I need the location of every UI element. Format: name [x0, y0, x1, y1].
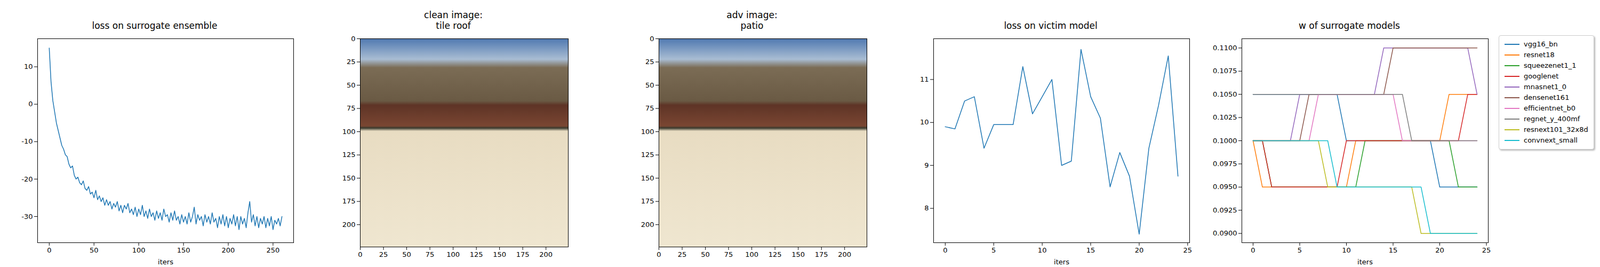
svg-text:75: 75 [346, 104, 356, 112]
svg-text:iters: iters [1053, 257, 1070, 266]
svg-text:-30: -30 [21, 212, 33, 221]
svg-text:150: 150 [177, 245, 191, 254]
svg-text:50: 50 [89, 245, 99, 254]
svg-text:25: 25 [645, 57, 655, 66]
svg-text:10: 10 [920, 117, 930, 126]
svg-text:175: 175 [516, 250, 530, 259]
html-text:efficientnet_b0: efficientnet_b0 [1523, 104, 1576, 112]
html-text:adv image: patio: adv image: patio [726, 9, 778, 31]
svg-text:0: 0 [656, 250, 661, 259]
svg-text:200: 200 [641, 220, 655, 229]
html-text:mnasnet1_0: mnasnet1_0 [1523, 82, 1567, 91]
svg-text:0: 0 [350, 34, 356, 43]
svg-text:175: 175 [814, 250, 829, 259]
svg-text:150: 150 [641, 173, 655, 182]
svg-text:150: 150 [791, 250, 805, 259]
svg-text:0: 0 [942, 245, 948, 254]
html-text:squeezenet1_1: squeezenet1_1 [1523, 61, 1577, 70]
svg-text:125: 125 [469, 250, 484, 259]
svg-text:0: 0 [1250, 245, 1255, 254]
svg-text:100: 100 [342, 127, 356, 136]
svg-text:0.1025: 0.1025 [1212, 113, 1238, 122]
svg-text:0.0975: 0.0975 [1212, 159, 1238, 168]
html-text:regnet_y_400mf: regnet_y_400mf [1523, 114, 1580, 123]
svg-text:iters: iters [1357, 257, 1373, 266]
html-text:loss on surrogate ensemble: loss on surrogate ensemble [92, 20, 218, 31]
html-text:resnext101_32x8d: resnext101_32x8d [1523, 125, 1589, 134]
svg-text:250: 250 [266, 245, 280, 254]
svg-text:10: 10 [1037, 245, 1047, 254]
svg-text:15: 15 [1388, 245, 1398, 254]
svg-text:50: 50 [645, 81, 655, 90]
svg-text:200: 200 [221, 245, 236, 254]
svg-text:0: 0 [357, 250, 363, 259]
svg-text:0: 0 [649, 34, 654, 43]
svg-text:0.0925: 0.0925 [1212, 205, 1238, 214]
svg-text:25: 25 [677, 250, 687, 259]
svg-text:0.1000: 0.1000 [1212, 136, 1238, 145]
svg-text:100: 100 [446, 250, 460, 259]
html-text:googlenet: googlenet [1523, 72, 1559, 80]
svg-text:100: 100 [745, 250, 759, 259]
html-text:loss on victim model: loss on victim model [1003, 20, 1098, 31]
svg-text:8: 8 [924, 203, 929, 212]
svg-text:9: 9 [924, 161, 929, 170]
svg-text:50: 50 [700, 250, 710, 259]
svg-text:0.1050: 0.1050 [1212, 90, 1238, 99]
svg-text:20: 20 [1435, 245, 1445, 254]
svg-text:0: 0 [46, 245, 52, 254]
svg-text:0.1100: 0.1100 [1212, 43, 1238, 52]
svg-text:150: 150 [492, 250, 507, 259]
html-text:clean image: tile roof: clean image: tile roof [424, 9, 483, 31]
svg-text:iters: iters [157, 257, 174, 266]
svg-text:15: 15 [1086, 245, 1096, 254]
svg-text:-20: -20 [21, 174, 33, 183]
svg-text:50: 50 [346, 81, 356, 90]
html-text:convnext_small: convnext_small [1523, 136, 1578, 144]
svg-text:0.1075: 0.1075 [1212, 66, 1238, 75]
svg-text:125: 125 [768, 250, 782, 259]
svg-text:100: 100 [641, 127, 655, 136]
svg-text:10: 10 [24, 62, 34, 71]
svg-text:200: 200 [539, 250, 553, 259]
svg-text:-10: -10 [21, 137, 33, 146]
svg-text:25: 25 [379, 250, 389, 259]
svg-text:5: 5 [1297, 245, 1302, 254]
svg-text:75: 75 [425, 250, 435, 259]
html-text:densenet161: densenet161 [1523, 93, 1570, 102]
svg-text:75: 75 [724, 250, 734, 259]
svg-text:125: 125 [641, 150, 655, 159]
svg-text:25: 25 [346, 57, 356, 66]
svg-text:0.0950: 0.0950 [1212, 182, 1238, 191]
html-text:vgg16_bn: vgg16_bn [1523, 40, 1558, 48]
svg-text:5: 5 [991, 245, 996, 254]
svg-text:200: 200 [837, 250, 852, 259]
svg-text:0: 0 [28, 99, 33, 108]
svg-text:20: 20 [1134, 245, 1144, 254]
html-text:resnet18: resnet18 [1523, 50, 1555, 59]
svg-text:25: 25 [1482, 245, 1492, 254]
svg-text:150: 150 [342, 173, 356, 182]
html-text:w of surrogate models: w of surrogate models [1298, 20, 1400, 31]
svg-text:125: 125 [342, 150, 356, 159]
svg-text:175: 175 [342, 196, 356, 205]
svg-text:50: 50 [402, 250, 412, 259]
svg-text:10: 10 [1341, 245, 1351, 254]
svg-text:0.0900: 0.0900 [1212, 228, 1238, 237]
svg-text:100: 100 [132, 245, 146, 254]
svg-text:200: 200 [342, 220, 356, 229]
svg-text:75: 75 [645, 104, 655, 112]
svg-text:25: 25 [1183, 245, 1193, 254]
svg-text:175: 175 [641, 196, 655, 205]
svg-text:11: 11 [920, 75, 930, 84]
